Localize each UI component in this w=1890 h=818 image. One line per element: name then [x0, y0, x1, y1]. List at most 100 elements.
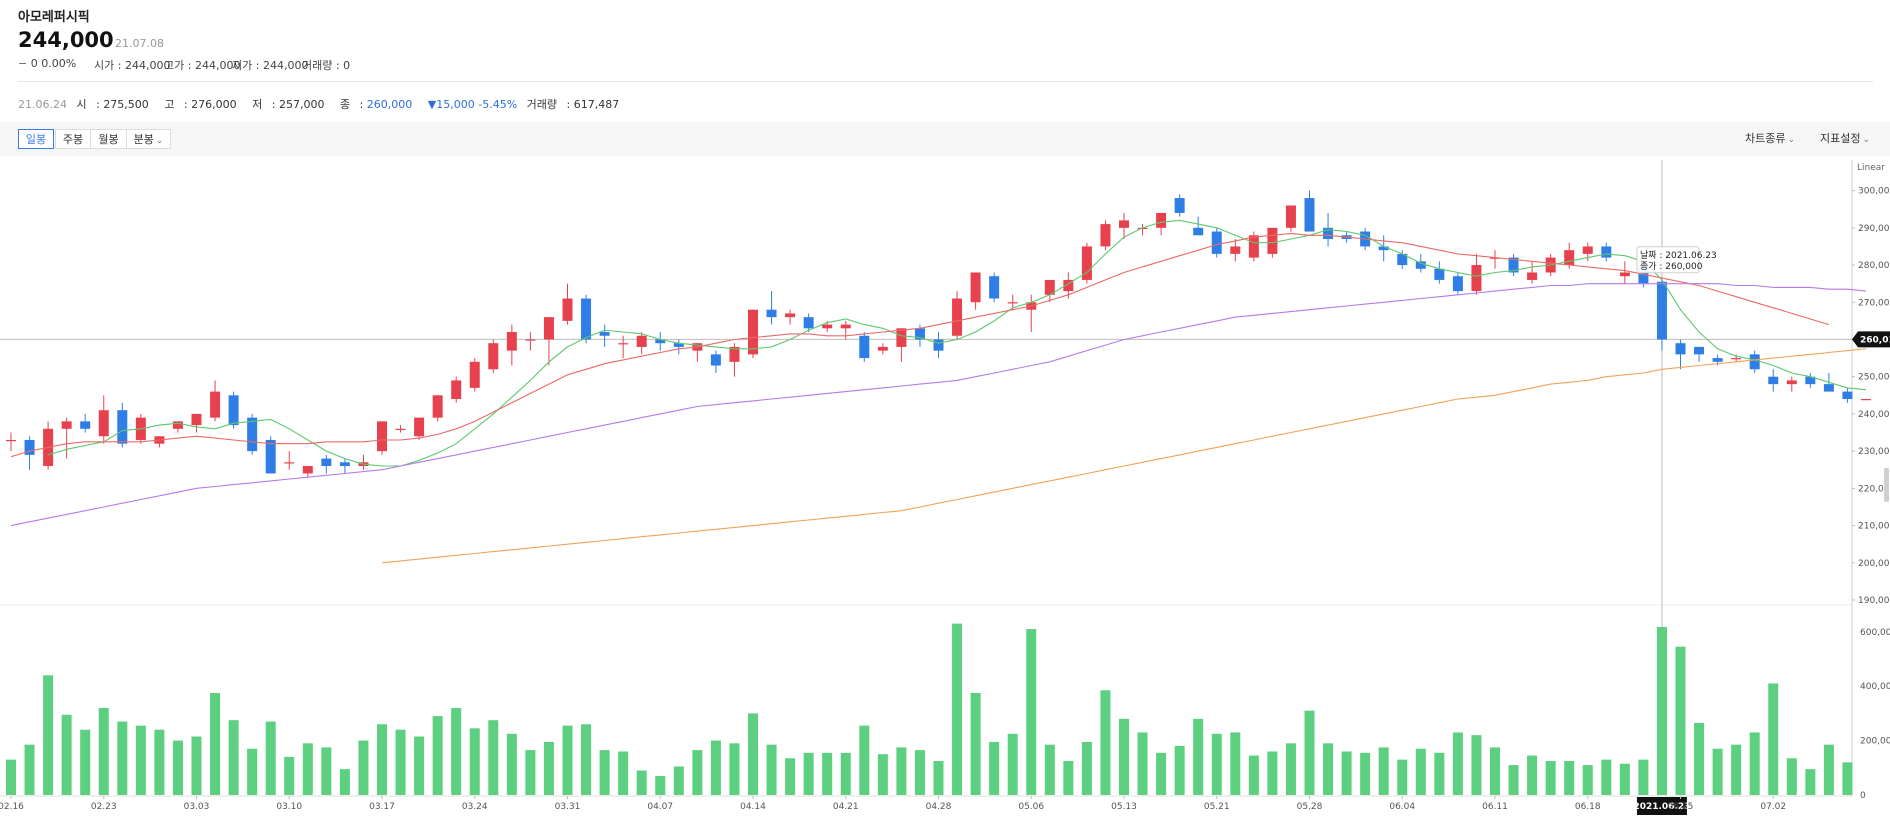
prev-day-quote: 21.06.24 시 : 275,500 고 : 276,000 저 : 257…: [18, 96, 631, 112]
x-tick-label: 04.14: [740, 802, 766, 812]
volume-bar: [766, 744, 777, 795]
candle-body: [1731, 358, 1742, 360]
candle-body: [228, 395, 239, 426]
volume-bar: [24, 744, 35, 795]
volume-bar: [1304, 710, 1315, 795]
volume-bar: [228, 720, 239, 795]
candle-body: [1285, 205, 1296, 228]
volume-bar: [785, 758, 796, 795]
x-tick-label: 07.02: [1760, 802, 1786, 812]
volume-bar: [43, 675, 54, 795]
volume-bar: [1545, 760, 1556, 795]
volume-bar: [840, 752, 851, 795]
prev-date: 21.06.24: [18, 98, 67, 111]
volume-bar: [61, 714, 72, 795]
candle-body: [395, 428, 406, 430]
ma60-line: [10, 283, 1867, 527]
volume-bar: [1415, 748, 1426, 795]
candle-body: [432, 395, 443, 418]
candle-body: [822, 324, 833, 329]
date-crosshair-tag: [1636, 797, 1687, 815]
volume-bar: [1601, 759, 1612, 795]
candle-body: [1842, 391, 1853, 400]
tab-minute-label: 분봉: [133, 133, 154, 146]
volume-bar: [859, 725, 870, 795]
candle-body: [562, 298, 573, 321]
x-tick-label: 03.03: [184, 802, 210, 812]
candle-body: [710, 354, 721, 366]
volume-bar: [1378, 747, 1389, 795]
volume-bar: [117, 721, 128, 795]
tab-daily[interactable]: 일봉: [18, 129, 54, 149]
tab-monthly[interactable]: 월봉: [90, 129, 127, 149]
ma120-line: [381, 348, 1867, 564]
prev-volume: 거래량 : 617,487: [526, 98, 620, 111]
candle-body: [284, 462, 295, 464]
candle-body: [1193, 227, 1204, 236]
volume-bar: [1026, 629, 1037, 795]
candle-body: [581, 298, 592, 340]
chevron-down-icon: ⌄: [155, 136, 164, 146]
volume-bar: [1360, 752, 1371, 795]
volume-bar: [1119, 718, 1129, 795]
candle-body: [1230, 246, 1241, 254]
prev-open: 시 : 275,500: [76, 98, 149, 111]
candle-body: [469, 361, 480, 388]
stock-chart[interactable]: Linear300,000290,000280,000270,000260,00…: [0, 160, 1890, 818]
candle-body: [618, 343, 629, 345]
volume-bar: [692, 750, 703, 795]
tab-weekly[interactable]: 주봉: [55, 129, 91, 149]
volume-bar: [1656, 627, 1667, 795]
volume-bar: [618, 751, 629, 795]
prev-high: 고 : 276,000: [164, 98, 237, 111]
candle-body: [1378, 246, 1389, 251]
prev-low: 저 : 257,000: [252, 98, 325, 111]
high-value: 244,000: [194, 59, 241, 72]
price-tick-label: 220,000: [1858, 484, 1890, 494]
candle-body: [1267, 227, 1278, 254]
volume-bar: [952, 623, 963, 795]
volume-bar: [914, 750, 925, 795]
change-value: 0 0.00%: [30, 57, 77, 70]
candle-body: [933, 339, 944, 351]
volume-bar: [154, 729, 165, 795]
volume-bar: [1712, 748, 1723, 795]
candle-body: [785, 313, 796, 318]
tab-minute[interactable]: 분봉 ⌄: [126, 129, 171, 149]
x-tick-label: 03.17: [369, 802, 395, 812]
open-quote: 시가 : 244,000: [94, 59, 171, 72]
chart-toolbar: 일봉 주봉 월봉 분봉 ⌄ 차트종류 ⌄ 지표설정 ⌄: [0, 122, 1890, 156]
high-label: 고가: [164, 59, 185, 72]
candle-body: [377, 421, 387, 452]
change-mark-icon: −: [18, 57, 28, 70]
candle-body: [748, 309, 758, 355]
candle-body: [1656, 281, 1667, 340]
candle-body: [210, 391, 221, 418]
price-tick-label: 250,000: [1858, 373, 1890, 383]
tooltip-close: 종가 : 260,000: [1640, 261, 1703, 272]
date-crosshair-label: 2021.06.23: [1633, 802, 1690, 812]
x-tick-label: 02.23: [91, 802, 117, 812]
candle-body: [172, 421, 183, 429]
candle-body: [302, 466, 313, 474]
volume-bar: [172, 740, 183, 795]
chart-type-dropdown[interactable]: 차트종류 ⌄: [1745, 129, 1795, 149]
indicator-dropdown[interactable]: 지표설정 ⌄: [1820, 129, 1870, 149]
volume-bar: [896, 747, 907, 795]
price-tick-label: 240,000: [1858, 410, 1890, 420]
tooltip-box: [1636, 246, 1700, 274]
x-tick-label: 03.24: [462, 802, 488, 812]
candle-body: [98, 410, 109, 437]
volume-bar: [1564, 760, 1575, 795]
volume-bar: [1842, 762, 1853, 795]
axis-scroll-handle[interactable]: [1884, 468, 1889, 502]
volume-bar: [135, 725, 146, 795]
candle-body: [1712, 358, 1723, 362]
candle-body: [1081, 246, 1092, 280]
x-tick-label: 05.28: [1297, 802, 1323, 812]
candle-body: [989, 276, 1000, 299]
x-tick-label: 03.31: [555, 802, 581, 812]
candle-body: [1582, 246, 1593, 254]
price-tick-label: 200,000: [1858, 559, 1890, 569]
candle-body: [506, 332, 517, 351]
